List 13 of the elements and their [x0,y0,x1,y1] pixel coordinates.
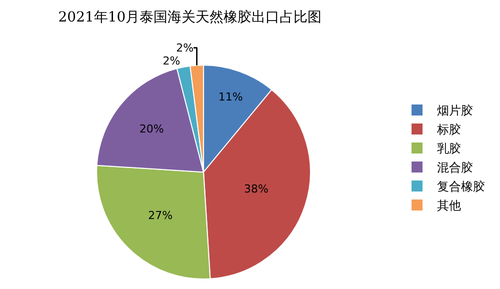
legend-label: 其他 [437,198,462,213]
legend-label: 混合胶 [437,160,474,175]
data-label: 27% [148,208,173,222]
data-label: 2% [176,41,194,54]
data-label: 38% [244,182,268,196]
legend-label: 烟片胶 [437,104,474,118]
legend-label: 复合橡胶 [437,180,486,194]
chart-title: 2021年10月泰国海关天然橡胶出口占比图 [58,9,322,26]
data-label: 2% [162,54,180,68]
data-label: 11% [218,90,243,104]
legend-label: 乳胶 [437,142,462,156]
data-label: 20% [139,122,164,136]
legend-label: 标胶 [436,122,462,137]
